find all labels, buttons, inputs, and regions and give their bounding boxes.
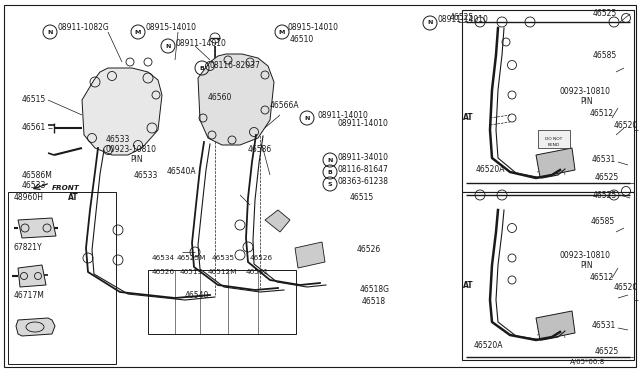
Polygon shape [295,242,325,268]
Polygon shape [16,318,55,336]
Text: BEND: BEND [548,143,560,147]
Text: 46520: 46520 [614,121,638,129]
Text: 08915-14010: 08915-14010 [145,23,196,32]
Text: 46518: 46518 [362,298,386,307]
Bar [462,192,634,360]
Text: 08911-14010: 08911-14010 [175,38,226,48]
Text: 46525M: 46525M [177,255,206,261]
Text: N: N [327,157,333,163]
Text: PIN: PIN [580,260,593,269]
Text: 46515: 46515 [350,193,374,202]
Text: 46540A: 46540A [167,167,196,176]
Text: 46513: 46513 [180,269,203,275]
Text: 46526: 46526 [357,246,381,254]
Bar [462,10,634,192]
Text: 46512M: 46512M [208,269,237,275]
Polygon shape [18,265,46,287]
Text: A/65*00:8: A/65*00:8 [570,359,605,365]
Text: 46525: 46525 [450,13,474,22]
Text: 46515: 46515 [22,96,46,105]
Text: 08911-14010: 08911-14010 [318,110,369,119]
Text: 46533: 46533 [134,170,158,180]
Polygon shape [82,68,162,155]
Text: 46585: 46585 [591,218,615,227]
Text: 46585: 46585 [593,51,617,60]
Text: 46560: 46560 [208,93,232,102]
Text: 08363-61238: 08363-61238 [337,176,388,186]
Text: 46520A: 46520A [476,166,506,174]
Text: 08116-81647: 08116-81647 [337,164,388,173]
Bar [148,270,296,334]
Polygon shape [536,311,575,340]
Text: PIN: PIN [580,97,593,106]
Text: B: B [328,170,332,174]
Text: 46534: 46534 [152,255,175,261]
Text: PIN: PIN [130,155,143,164]
Text: 46525: 46525 [593,10,617,19]
Text: 46512: 46512 [590,109,614,119]
Text: 46520A: 46520A [474,340,504,350]
Text: N: N [304,115,310,121]
Text: 46525: 46525 [595,347,620,356]
Text: 46525: 46525 [595,173,620,183]
Text: 46518G: 46518G [360,285,390,295]
Text: 46512: 46512 [590,273,614,282]
Text: 46531: 46531 [592,155,616,164]
Text: 00923-10810: 00923-10810 [106,145,157,154]
Text: AT: AT [68,193,79,202]
Text: 46510: 46510 [290,35,314,45]
Polygon shape [536,148,575,177]
Text: 46586: 46586 [248,145,272,154]
Text: 08915-14010: 08915-14010 [288,23,339,32]
Text: N: N [165,44,171,48]
Text: 46540: 46540 [185,291,209,299]
Polygon shape [18,218,56,238]
Text: 46566A: 46566A [270,100,300,109]
Text: DO NOT: DO NOT [545,137,563,141]
Bar [538,130,570,148]
Text: B: B [200,65,204,71]
Text: N: N [47,29,52,35]
Text: 00923-10810: 00923-10810 [560,87,611,96]
Text: 46531: 46531 [592,321,616,330]
Text: 46531: 46531 [246,269,269,275]
Polygon shape [198,54,274,145]
Text: 08911-34010: 08911-34010 [337,153,388,161]
Text: 46717M: 46717M [14,291,45,299]
Text: AT: AT [463,113,474,122]
Text: N: N [428,20,433,26]
Text: 48960H: 48960H [14,193,44,202]
Text: AT: AT [463,280,474,289]
Text: 46526: 46526 [152,269,175,275]
Text: 46520: 46520 [614,283,638,292]
Text: M: M [279,29,285,35]
Text: M: M [135,29,141,35]
Text: 67821Y: 67821Y [14,244,43,253]
Text: FRONT: FRONT [52,185,80,191]
Text: 08911-14010: 08911-14010 [437,16,488,25]
Text: 46526: 46526 [250,255,273,261]
Text: 46586M: 46586M [22,170,53,180]
Text: 00923-10810: 00923-10810 [560,250,611,260]
Text: 08911-1082G: 08911-1082G [58,23,109,32]
Bar [8,192,116,364]
Text: 46561: 46561 [22,124,46,132]
Text: 08116-82037: 08116-82037 [209,61,260,70]
Text: 46533: 46533 [22,180,46,189]
Text: 46535: 46535 [212,255,235,261]
Text: 08911-14010: 08911-14010 [338,119,389,128]
Text: S: S [328,182,332,186]
Text: 46533: 46533 [106,135,131,144]
Polygon shape [265,210,290,232]
Text: 46525: 46525 [593,190,617,199]
